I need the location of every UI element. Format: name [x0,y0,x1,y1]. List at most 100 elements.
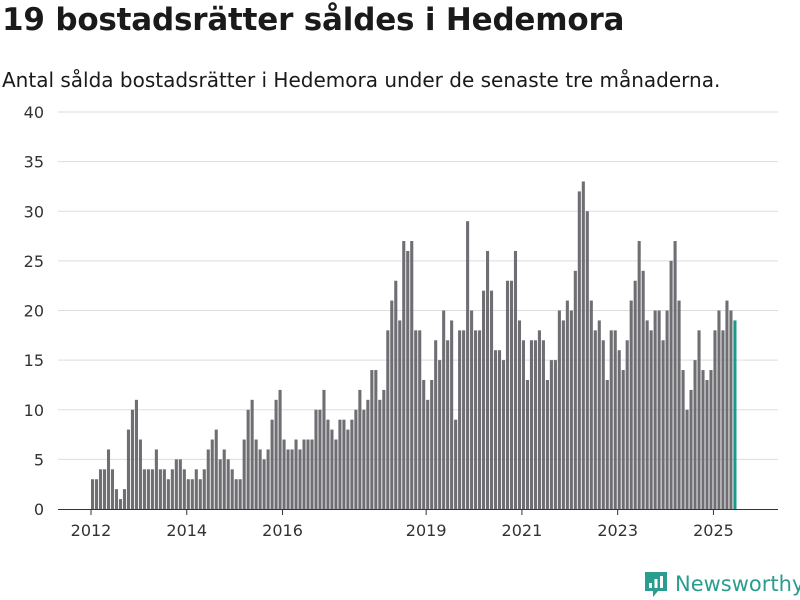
bar [713,330,717,509]
bar [246,409,250,509]
bar [362,409,366,509]
bar [126,429,130,509]
y-tick-label: 40 [24,103,44,122]
bar [589,300,593,509]
bar [701,370,705,509]
bar [505,280,510,509]
bar [334,439,338,509]
bar [685,409,689,509]
bar [354,409,358,509]
bar [509,280,514,509]
bar [517,320,522,509]
bar [310,439,314,509]
bar [521,340,526,509]
bar [529,340,533,509]
bar [306,439,310,509]
bar [202,469,206,509]
bar [705,379,709,509]
bar [577,191,581,509]
bar [450,320,454,509]
bar [697,330,701,509]
bar [493,350,498,509]
bar [158,469,162,509]
bar [330,429,334,509]
bar [561,320,565,509]
bar [214,429,218,509]
bar [557,310,561,509]
bar [286,449,290,509]
bar [497,350,502,509]
bar [210,439,214,509]
bar [665,310,669,509]
bar [553,360,557,509]
brand-logo: Newsworthy [643,568,800,600]
bar [242,439,246,509]
bar [569,310,573,509]
bar [657,310,661,509]
bar [466,221,470,510]
bar [274,399,278,509]
bar [625,340,629,509]
bar [258,449,262,509]
bar [533,340,537,509]
bar [262,459,266,509]
y-tick-label: 15 [24,351,44,370]
bar [166,479,170,509]
x-tick-label: 2023 [597,521,638,540]
bar [717,310,721,509]
bar [430,379,434,509]
bar [645,320,649,509]
bar [641,270,645,509]
bar [454,419,458,509]
bar [725,300,729,509]
bar [278,389,282,509]
y-tick-label: 5 [34,450,44,469]
bar [681,370,685,509]
bar [501,360,506,509]
bar [106,449,111,509]
bar [669,260,673,509]
last-value-label: 19 [731,0,751,4]
bar [350,419,354,509]
bar [298,449,302,509]
bar [370,370,374,509]
bar [434,340,438,509]
bar [490,290,494,509]
bar [414,330,418,509]
bar [322,389,326,509]
bar [418,330,422,509]
bar [146,469,150,509]
bar [458,330,462,509]
y-tick-label: 10 [24,401,44,420]
bar [573,270,577,509]
y-tick-label: 25 [24,252,44,271]
bar [198,479,202,509]
bar [709,370,713,509]
y-tick-label: 35 [24,153,44,172]
bar [673,241,677,509]
bar [222,449,226,509]
bar [653,310,657,509]
x-tick-label: 2012 [71,521,112,540]
bar [581,181,585,509]
bar [250,399,254,509]
bar [390,300,394,509]
bar [114,489,119,509]
bar [386,330,390,509]
bar [446,340,450,509]
bar [254,439,258,509]
bar [218,459,222,509]
bar [154,449,158,509]
bar [382,389,386,509]
bar [338,419,342,509]
bar [142,469,146,509]
bar [378,399,382,509]
bar [238,479,242,509]
x-tick-label: 2016 [262,521,303,540]
bar [134,399,138,509]
bar [541,340,545,509]
bar [170,469,174,509]
page-title: 19 bostadsrätter såldes i Hedemora [2,2,625,38]
bar [358,389,362,509]
